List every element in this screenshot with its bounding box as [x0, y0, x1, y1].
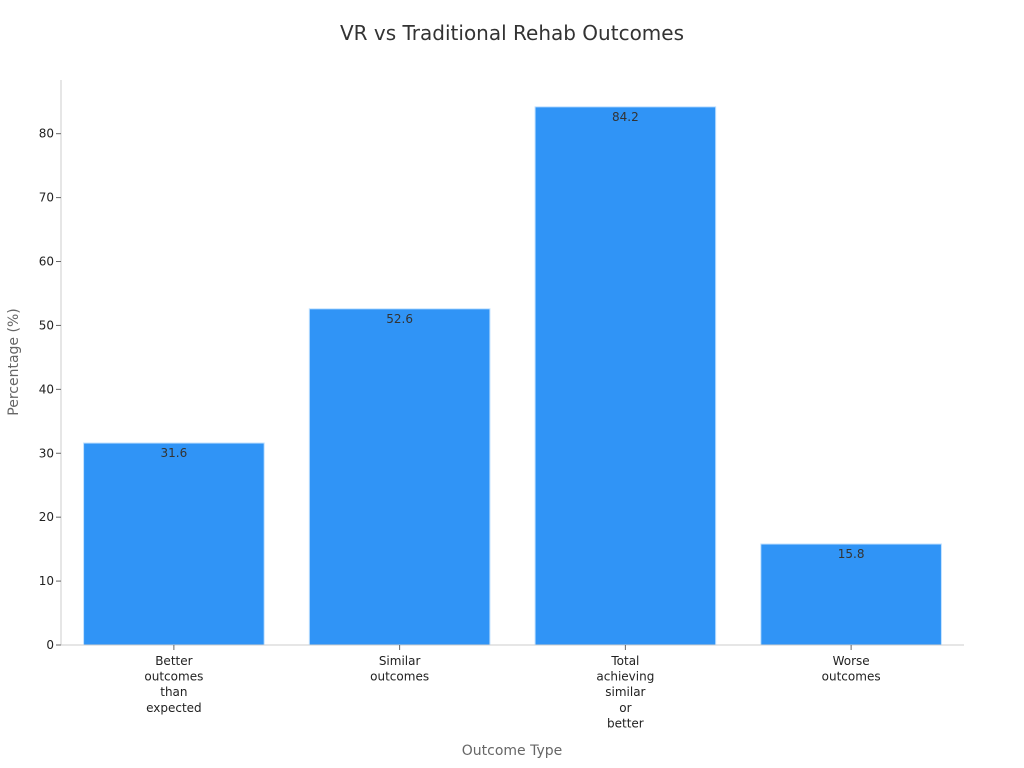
- bar-1: [83, 442, 265, 646]
- y-tick-label-30: 30: [39, 446, 54, 460]
- y-tick-label-40: 40: [39, 382, 54, 396]
- bar-3: [534, 106, 717, 646]
- y-tick-label-80: 80: [39, 127, 54, 141]
- y-tick-label-20: 20: [39, 510, 54, 524]
- bar-2: [308, 308, 491, 646]
- x-tick-label-3: Total achieving similar or better: [596, 654, 654, 730]
- data-label-1: 31.6: [161, 446, 188, 460]
- chart-title: VR vs Traditional Rehab Outcomes: [340, 21, 684, 45]
- x-tick-label-2: Similar outcomes: [370, 654, 429, 684]
- x-axis-title: Outcome Type: [462, 743, 563, 759]
- y-tick-label-70: 70: [39, 191, 54, 205]
- x-tick-label-1: Better outcomes than expected: [144, 654, 203, 715]
- bars-group: [83, 106, 942, 646]
- plot-area: 31.6 52.6 84.2 15.8 0 10 20 30 40 50 60 70 80 Bette…: [39, 80, 964, 730]
- y-tick-label-10: 10: [39, 574, 54, 588]
- x-tick-label-4: Worse outcomes: [822, 654, 881, 684]
- y-axis-ticks: 0 10 20 30 40 50 60 70 80: [39, 127, 61, 652]
- bar-4: [760, 543, 942, 646]
- x-axis-ticks: Better outcomes than expected Similar outcome…: [144, 645, 881, 730]
- data-label-3: 84.2: [612, 110, 639, 124]
- y-tick-label-50: 50: [39, 318, 54, 332]
- data-label-4: 15.8: [838, 547, 865, 561]
- data-labels-group: 31.6 52.6 84.2 15.8: [161, 110, 865, 561]
- y-tick-label-60: 60: [39, 255, 54, 269]
- y-axis-title: Percentage (%): [6, 308, 22, 415]
- y-tick-label-0: 0: [46, 638, 54, 652]
- data-label-2: 52.6: [386, 312, 413, 326]
